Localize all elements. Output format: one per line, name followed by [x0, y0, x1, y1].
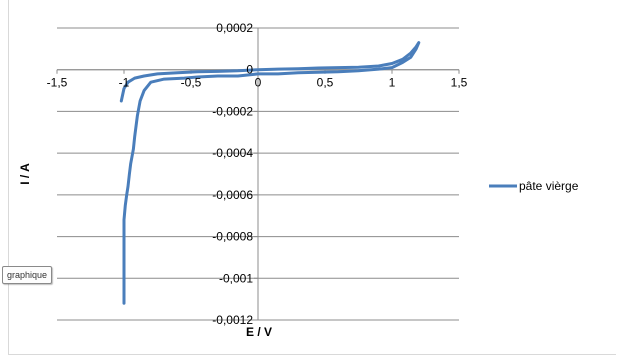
series-layer	[119, 41, 421, 305]
y-axis-title: I / A	[18, 163, 32, 185]
axes	[56, 27, 460, 321]
series-line	[119, 41, 421, 305]
legend-label: pâte vièrge	[519, 179, 579, 193]
x-tick-label: 1,5	[451, 76, 468, 90]
y-tick-label: -0,0002	[212, 104, 253, 118]
x-tick-label: -1	[119, 76, 130, 90]
x-tick-label: -0,5	[181, 76, 202, 90]
x-axis-title: E / V	[246, 325, 272, 339]
chart-area: 0,0002 0 -0,0002 -0,0004 -0,0006 -0,0008 -0,00…	[8, 0, 616, 355]
x-tick-label: -1,5	[47, 76, 68, 90]
tick-labels: 0,00020-0,0002-0,0004-0,0006-0,0008-0,00…	[47, 21, 468, 327]
plot-svg: 0,00020-0,0002-0,0004-0,0006-0,0008-0,00…	[18, 21, 579, 339]
y-tick-label: -0,0004	[212, 146, 253, 160]
y-tick-label: -0,0012	[212, 313, 253, 327]
legend: pâte vièrge	[489, 179, 579, 193]
y-tick-label: -0,001	[219, 271, 253, 285]
chart-tooltip: graphique	[2, 266, 53, 284]
x-tick-label: 1	[389, 76, 396, 90]
y-tick-label: 0,0002	[216, 21, 253, 35]
y-tick-label: 0	[246, 63, 253, 77]
y-tick-label: -0,0006	[212, 188, 253, 202]
y-tick-label: -0,0008	[212, 230, 253, 244]
x-tick-label: 0	[255, 76, 262, 90]
x-tick-label: 0,5	[317, 76, 334, 90]
